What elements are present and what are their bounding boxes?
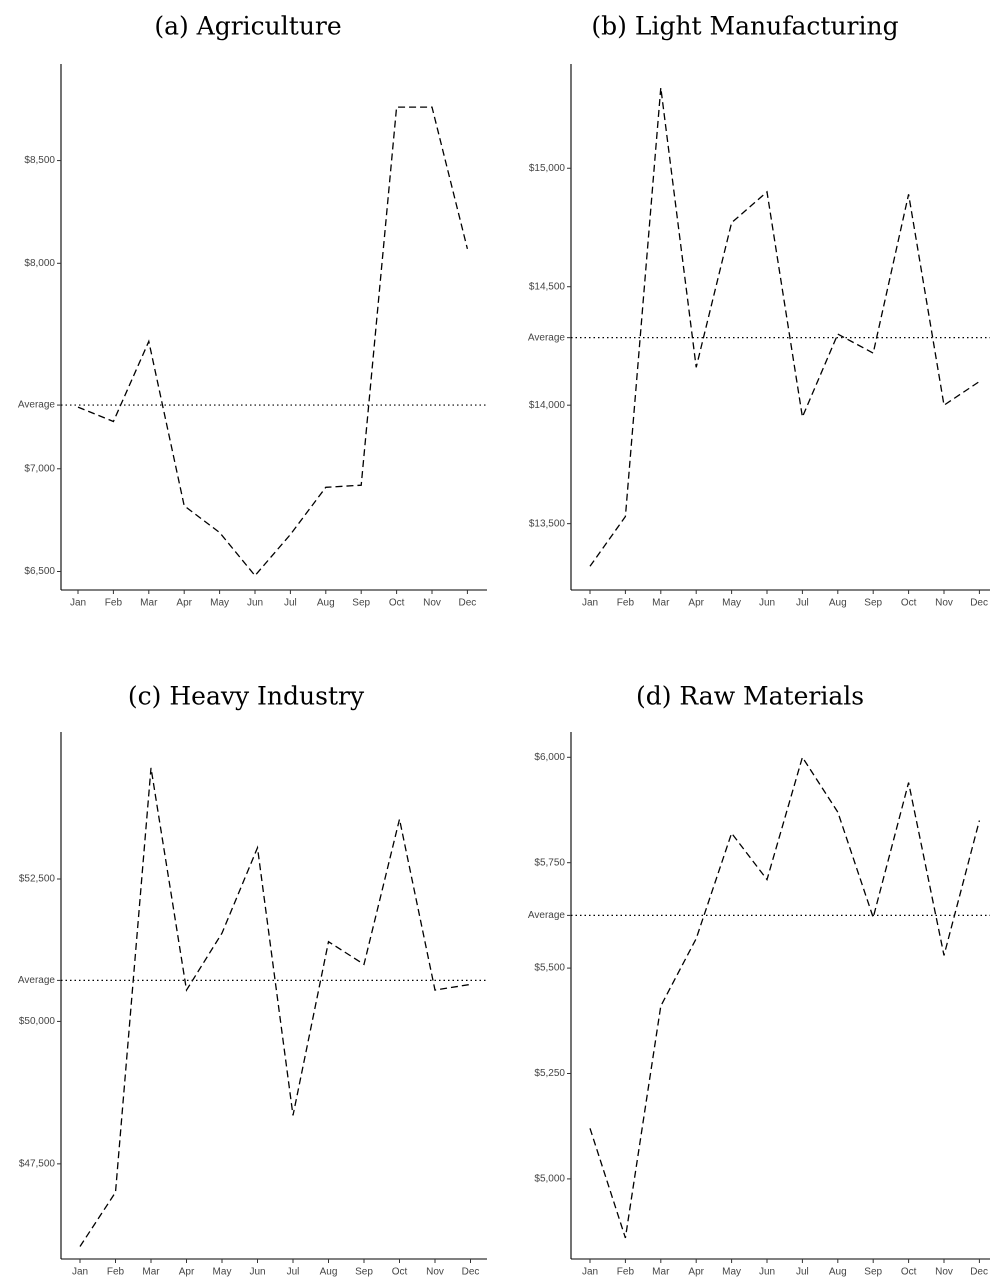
y-tick-label: $52,500 bbox=[19, 874, 56, 885]
x-tick-label: Mar bbox=[140, 598, 158, 609]
x-tick-label: Mar bbox=[652, 598, 670, 609]
x-tick-label: Feb bbox=[617, 1267, 635, 1278]
chart-panel-3: (c) Heavy Industry $47,500 $50,000 $52,500 A… bbox=[18, 682, 487, 1278]
x-tick-label: May bbox=[213, 1267, 232, 1278]
y-tick-label: $7,000 bbox=[24, 463, 55, 474]
x-tick-label: Jan bbox=[582, 1267, 598, 1278]
x-tick-label: Jun bbox=[247, 598, 263, 609]
x-tick-label: Aug bbox=[829, 598, 847, 609]
y-tick-label: $8,000 bbox=[24, 258, 55, 269]
series-line bbox=[77, 106, 469, 577]
x-tick-label: Nov bbox=[426, 1267, 444, 1278]
x-tick-label: Jan bbox=[72, 1267, 88, 1278]
x-tick-label: Apr bbox=[179, 1267, 195, 1278]
x-tick-label: Jul bbox=[284, 598, 297, 609]
series-line bbox=[589, 755, 981, 1239]
y-tick-label: $47,500 bbox=[19, 1158, 56, 1169]
y-tick-label: $5,250 bbox=[534, 1068, 565, 1079]
x-tick-label: Dec bbox=[970, 598, 988, 609]
x-tick-label: Sep bbox=[864, 598, 882, 609]
x-tick-label: Oct bbox=[392, 1267, 408, 1278]
x-tick-label: Jun bbox=[759, 598, 775, 609]
average-label: Average bbox=[528, 910, 566, 921]
x-tick-label: Oct bbox=[389, 598, 405, 609]
series-line bbox=[589, 87, 980, 567]
x-tick-label: Jul bbox=[287, 1267, 300, 1278]
chart-title: (b) Light Manufacturing bbox=[591, 12, 898, 41]
x-tick-label: Apr bbox=[688, 598, 704, 609]
chart-title: (d) Raw Materials bbox=[636, 682, 864, 711]
x-tick-label: Dec bbox=[459, 598, 477, 609]
x-tick-label: Nov bbox=[423, 598, 441, 609]
y-tick-label: $5,000 bbox=[534, 1174, 565, 1185]
average-label: Average bbox=[18, 975, 56, 986]
x-tick-label: Feb bbox=[107, 1267, 125, 1278]
y-tick-label: $6,500 bbox=[24, 566, 55, 577]
y-tick-label: $15,000 bbox=[529, 163, 566, 174]
average-label: Average bbox=[528, 332, 566, 343]
x-tick-label: Sep bbox=[355, 1267, 373, 1278]
x-tick-label: Mar bbox=[652, 1267, 670, 1278]
x-tick-label: Jan bbox=[582, 598, 598, 609]
x-tick-label: Oct bbox=[901, 598, 917, 609]
x-tick-label: Nov bbox=[935, 1267, 953, 1278]
chart-panel-1: (a) Agriculture $6,500 $7,000 $8,000 $8,500 A… bbox=[18, 12, 487, 609]
y-tick-label: $14,500 bbox=[529, 281, 566, 292]
x-tick-label: Jan bbox=[70, 598, 86, 609]
chart-title: (c) Heavy Industry bbox=[128, 682, 365, 711]
x-tick-label: Jul bbox=[796, 1267, 809, 1278]
x-tick-label: May bbox=[722, 1267, 741, 1278]
x-tick-label: Nov bbox=[935, 598, 953, 609]
chart-panel-4: (d) Raw Materials $5,000 $5,250 $5,500 $5,75… bbox=[528, 682, 990, 1278]
x-tick-label: Feb bbox=[105, 598, 123, 609]
x-tick-label: Aug bbox=[320, 1267, 338, 1278]
x-tick-label: Dec bbox=[970, 1267, 988, 1278]
x-tick-label: Oct bbox=[901, 1267, 917, 1278]
x-tick-label: Apr bbox=[176, 598, 192, 609]
x-tick-label: Jun bbox=[759, 1267, 775, 1278]
x-tick-label: Mar bbox=[142, 1267, 160, 1278]
y-tick-label: $5,500 bbox=[534, 963, 565, 974]
chart-panel-2: (b) Light Manufacturing $13,500 $14,000 $14… bbox=[528, 12, 990, 609]
x-tick-label: May bbox=[210, 598, 229, 609]
x-tick-label: Sep bbox=[864, 1267, 882, 1278]
chart-title: (a) Agriculture bbox=[154, 12, 341, 41]
x-tick-label: Feb bbox=[617, 598, 635, 609]
x-tick-label: Aug bbox=[317, 598, 335, 609]
y-tick-label: $13,500 bbox=[529, 518, 566, 529]
x-tick-label: Apr bbox=[688, 1267, 704, 1278]
y-tick-label: $5,750 bbox=[534, 857, 565, 868]
y-tick-label: $14,000 bbox=[529, 400, 566, 411]
y-tick-label: $50,000 bbox=[19, 1016, 56, 1027]
x-tick-label: May bbox=[722, 598, 741, 609]
x-tick-label: Jul bbox=[796, 598, 809, 609]
y-tick-label: $6,000 bbox=[534, 752, 565, 763]
average-label: Average bbox=[18, 400, 56, 411]
y-tick-label: $8,500 bbox=[24, 155, 55, 166]
x-tick-label: Jun bbox=[249, 1267, 265, 1278]
series-line bbox=[79, 767, 471, 1247]
x-tick-label: Sep bbox=[352, 598, 370, 609]
x-tick-label: Aug bbox=[829, 1267, 847, 1278]
x-tick-label: Dec bbox=[462, 1267, 480, 1278]
